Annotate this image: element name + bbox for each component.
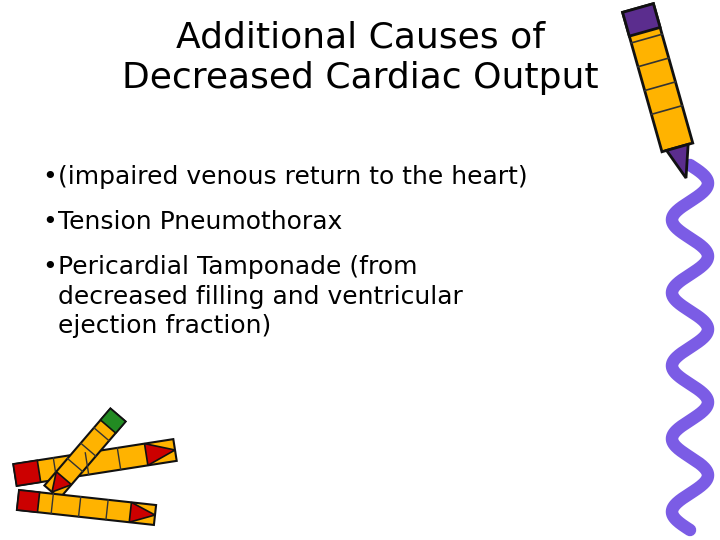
Text: •: •: [42, 255, 57, 279]
Polygon shape: [52, 471, 71, 492]
Text: Tension Pneumothorax: Tension Pneumothorax: [58, 210, 342, 234]
Polygon shape: [667, 144, 688, 178]
Polygon shape: [17, 490, 40, 512]
Polygon shape: [623, 4, 693, 152]
Text: (impaired venous return to the heart): (impaired venous return to the heart): [58, 165, 528, 189]
Text: •: •: [42, 210, 57, 234]
Polygon shape: [45, 408, 125, 498]
Text: Pericardial Tamponade (from
decreased filling and ventricular
ejection fraction): Pericardial Tamponade (from decreased fi…: [58, 255, 463, 339]
Polygon shape: [130, 502, 155, 522]
Text: •: •: [42, 165, 57, 189]
Polygon shape: [101, 408, 125, 433]
Polygon shape: [623, 4, 660, 36]
Polygon shape: [17, 490, 156, 525]
Polygon shape: [13, 439, 176, 486]
Polygon shape: [145, 444, 175, 465]
Polygon shape: [13, 461, 41, 486]
Text: Additional Causes of
Decreased Cardiac Output: Additional Causes of Decreased Cardiac O…: [122, 20, 598, 94]
